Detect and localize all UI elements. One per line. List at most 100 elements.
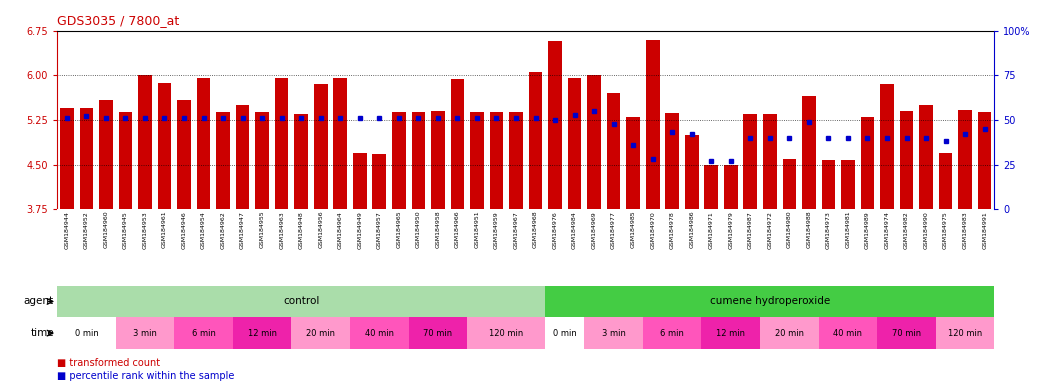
Text: GSM184991: GSM184991 [982, 211, 987, 248]
Bar [236, 105, 249, 209]
Text: GSM184944: GSM184944 [64, 211, 70, 249]
Text: GSM184957: GSM184957 [377, 211, 382, 248]
Bar [978, 112, 991, 209]
Text: GSM184952: GSM184952 [84, 211, 89, 248]
Bar [880, 84, 894, 209]
Bar [216, 112, 229, 209]
Bar [411, 112, 426, 209]
Bar [510, 112, 523, 209]
Bar [958, 110, 972, 209]
Bar [938, 153, 953, 209]
Bar [763, 114, 776, 209]
Bar [646, 40, 659, 209]
Bar [702, 317, 760, 349]
Text: GSM184985: GSM184985 [631, 211, 635, 248]
Text: GSM184977: GSM184977 [611, 211, 617, 249]
Bar [588, 75, 601, 209]
Text: GSM184951: GSM184951 [474, 211, 480, 248]
Text: GSM184987: GSM184987 [747, 211, 753, 248]
Text: 6 min: 6 min [192, 329, 216, 338]
Bar [490, 112, 503, 209]
Bar [57, 286, 545, 317]
Text: GSM184982: GSM184982 [904, 211, 909, 248]
Text: GSM184963: GSM184963 [279, 211, 284, 248]
Text: 12 min: 12 min [248, 329, 277, 338]
Text: 70 min: 70 min [424, 329, 453, 338]
Bar [900, 111, 913, 209]
Text: control: control [283, 296, 320, 306]
Text: GSM184976: GSM184976 [552, 211, 557, 248]
Bar [177, 100, 191, 209]
Bar [233, 317, 292, 349]
Bar [685, 135, 699, 209]
Text: time: time [30, 328, 54, 338]
Text: GSM184973: GSM184973 [826, 211, 831, 249]
Text: GSM184946: GSM184946 [182, 211, 187, 248]
Bar [60, 108, 74, 209]
Bar [802, 96, 816, 209]
Text: GSM184990: GSM184990 [924, 211, 929, 248]
Text: GSM184965: GSM184965 [397, 211, 402, 248]
Bar [877, 317, 936, 349]
Text: GSM184981: GSM184981 [845, 211, 850, 248]
Text: GSM184945: GSM184945 [122, 211, 128, 248]
Bar [760, 317, 819, 349]
Text: GSM184969: GSM184969 [592, 211, 597, 248]
Bar [822, 160, 836, 209]
Bar [80, 108, 93, 209]
Bar [470, 112, 484, 209]
Bar [626, 117, 640, 209]
Text: GSM184975: GSM184975 [944, 211, 948, 248]
Bar [353, 153, 366, 209]
Text: 0 min: 0 min [75, 329, 99, 338]
Text: ■ percentile rank within the sample: ■ percentile rank within the sample [57, 371, 235, 381]
Text: GSM184947: GSM184947 [240, 211, 245, 249]
Text: GSM184970: GSM184970 [650, 211, 655, 248]
Text: GSM184972: GSM184972 [767, 211, 772, 249]
Bar [643, 317, 702, 349]
Text: 120 min: 120 min [489, 329, 523, 338]
Text: GSM184979: GSM184979 [729, 211, 733, 249]
Text: GSM184961: GSM184961 [162, 211, 167, 248]
Text: 70 min: 70 min [892, 329, 921, 338]
Bar [197, 78, 211, 209]
Text: ■ transformed count: ■ transformed count [57, 358, 160, 368]
Text: agent: agent [24, 296, 54, 306]
Text: 20 min: 20 min [774, 329, 803, 338]
Bar [723, 165, 738, 209]
Bar [255, 112, 269, 209]
Text: GSM184980: GSM184980 [787, 211, 792, 248]
Bar [57, 317, 115, 349]
Text: 3 min: 3 min [133, 329, 157, 338]
Bar [99, 100, 113, 209]
Text: GSM184989: GSM184989 [865, 211, 870, 248]
Text: 40 min: 40 min [364, 329, 393, 338]
Text: GSM184986: GSM184986 [689, 211, 694, 248]
Text: GDS3035 / 7800_at: GDS3035 / 7800_at [57, 14, 180, 27]
Bar [333, 78, 347, 209]
Bar [292, 317, 350, 349]
Text: GSM184978: GSM184978 [670, 211, 675, 248]
Text: 0 min: 0 min [553, 329, 577, 338]
Text: GSM184953: GSM184953 [142, 211, 147, 248]
Bar [819, 317, 877, 349]
Bar [545, 286, 994, 317]
Text: cumene hydroperoxide: cumene hydroperoxide [710, 296, 830, 306]
Text: GSM184964: GSM184964 [337, 211, 343, 248]
Bar [920, 105, 933, 209]
Bar [528, 72, 542, 209]
Text: GSM184971: GSM184971 [709, 211, 714, 248]
Text: GSM184948: GSM184948 [299, 211, 304, 248]
Text: 3 min: 3 min [602, 329, 626, 338]
Bar [467, 317, 545, 349]
Text: GSM184950: GSM184950 [416, 211, 420, 248]
Bar [861, 117, 874, 209]
Bar [431, 111, 444, 209]
Bar [373, 154, 386, 209]
Bar [783, 159, 796, 209]
Bar [409, 317, 467, 349]
Bar [545, 317, 584, 349]
Bar [607, 93, 621, 209]
Text: GSM184956: GSM184956 [319, 211, 323, 248]
Text: GSM184954: GSM184954 [201, 211, 207, 248]
